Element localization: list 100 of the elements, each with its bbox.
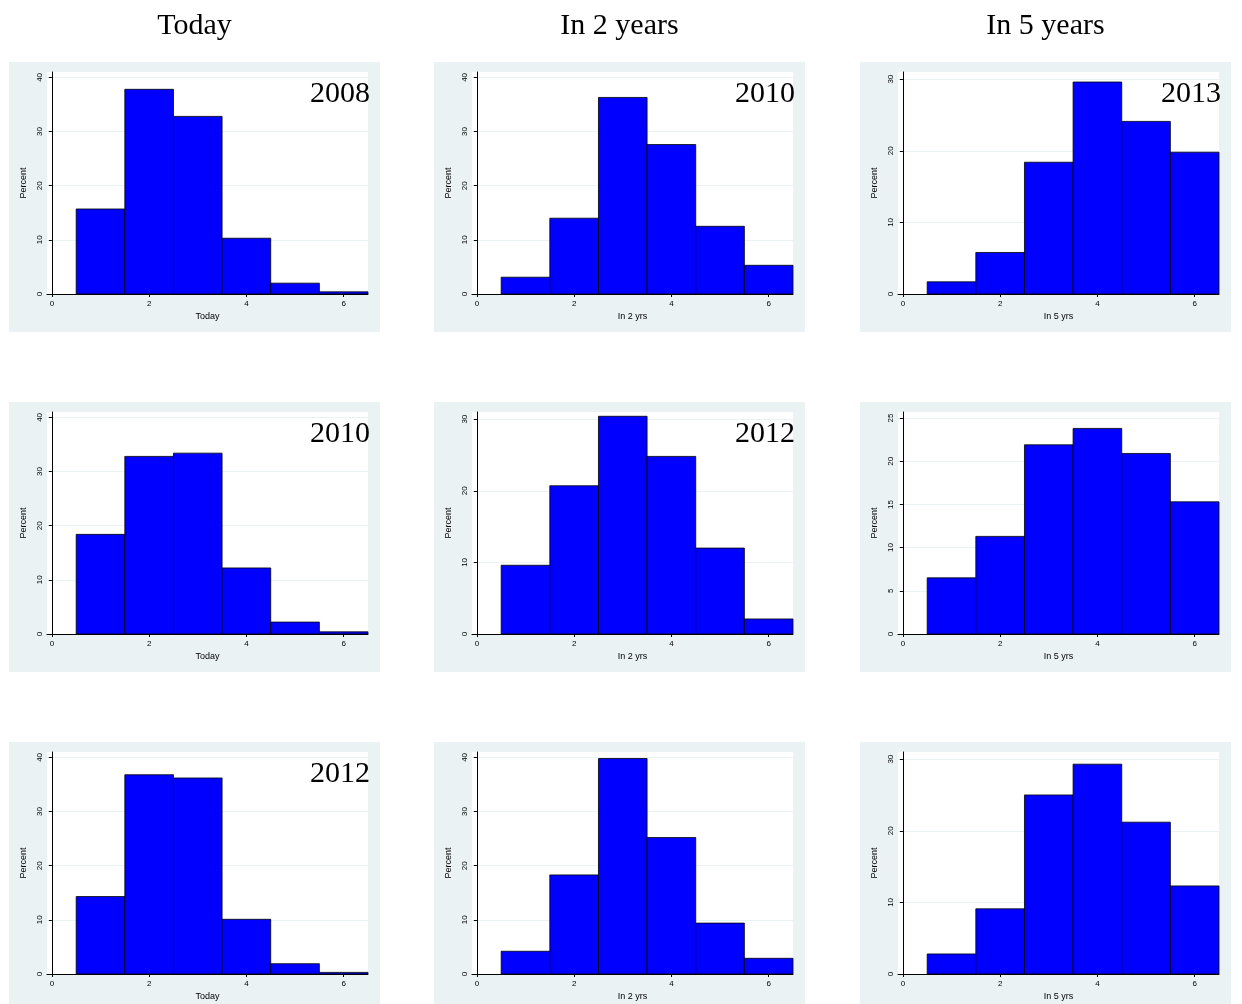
x-tick-label: 0	[49, 298, 55, 308]
x-axis-title: In 2 yrs	[617, 651, 648, 662]
annotation: 2013	[1161, 74, 1221, 108]
chart-title: In 2 years	[559, 6, 680, 42]
chart-title: In 5 years	[985, 6, 1106, 42]
x-tick-label: 0	[49, 638, 55, 648]
y-tick-label: 10	[459, 914, 469, 925]
x-tick-label: 2	[571, 978, 577, 988]
x-axis-title: In 5 yrs	[1043, 311, 1074, 322]
x-tick-label: 4	[244, 638, 250, 648]
y-tick-label: 0	[885, 971, 895, 977]
y-tick-label: 0	[459, 291, 469, 297]
y-tick-label: 20	[459, 860, 469, 871]
x-tick-label: 0	[474, 978, 480, 988]
x-tick-label: 0	[900, 298, 906, 308]
y-tick-label: 10	[34, 234, 44, 245]
annotation: 2012	[735, 414, 795, 448]
y-tick-label: 30	[885, 754, 895, 764]
x-tick-label: 2	[571, 638, 577, 648]
y-tick-label: 0	[34, 291, 44, 297]
y-tick-label: 20	[885, 145, 895, 156]
y-tick-label: 20	[459, 180, 469, 191]
x-tick-label: 6	[766, 298, 772, 308]
x-tick-label: 4	[1095, 638, 1101, 648]
y-tick-label: 25	[885, 413, 895, 423]
y-tick-label: 20	[34, 180, 44, 191]
x-tick-label: 2	[146, 978, 152, 988]
x-tick-label: 2	[146, 298, 152, 308]
y-tick-label: 40	[459, 72, 469, 82]
y-tick-label: 5	[885, 588, 895, 594]
y-tick-label: 0	[34, 631, 44, 637]
x-axis-title: Today	[195, 991, 220, 1002]
y-tick-label: 40	[34, 412, 44, 422]
x-tick-label: 4	[1095, 978, 1101, 988]
y-tick-label: 10	[459, 557, 469, 567]
x-tick-label: 6	[1192, 298, 1198, 308]
y-tick-label: 20	[459, 485, 469, 496]
x-axis-title: In 2 yrs	[617, 311, 648, 322]
x-tick-label: 6	[341, 978, 347, 988]
y-tick-label: 10	[885, 542, 895, 553]
x-axis-title: Today	[195, 651, 220, 662]
x-tick-label: 4	[244, 978, 250, 988]
annotation: 2010	[735, 74, 795, 108]
x-tick-label: 2	[571, 298, 577, 308]
x-tick-label: 0	[49, 978, 55, 988]
x-tick-label: 4	[669, 638, 675, 648]
y-axis-title: Percent	[17, 167, 28, 199]
y-tick-label: 30	[459, 806, 469, 817]
y-tick-label: 40	[34, 752, 44, 762]
y-axis-title: Percent	[868, 507, 879, 539]
x-tick-label: 6	[1192, 638, 1198, 648]
y-tick-label: 0	[34, 971, 44, 977]
y-tick-label: 10	[34, 574, 44, 585]
y-tick-label: 40	[459, 752, 469, 762]
x-tick-label: 2	[997, 638, 1003, 648]
x-axis-title: Today	[195, 311, 220, 322]
y-axis-title: Percent	[868, 167, 879, 199]
annotation: 2008	[310, 74, 370, 108]
y-tick-label: 30	[34, 806, 44, 817]
x-tick-label: 0	[474, 298, 480, 308]
x-tick-label: 0	[900, 638, 906, 648]
y-tick-label: 15	[885, 499, 895, 509]
y-tick-label: 10	[885, 217, 895, 227]
y-tick-label: 30	[459, 126, 469, 137]
y-tick-label: 10	[885, 897, 895, 907]
x-tick-label: 0	[474, 638, 480, 648]
x-tick-label: 6	[341, 298, 347, 308]
x-tick-label: 6	[1192, 978, 1198, 988]
x-tick-label: 6	[766, 638, 772, 648]
y-tick-label: 10	[34, 914, 44, 925]
y-tick-label: 20	[885, 456, 895, 466]
y-tick-label: 20	[34, 860, 44, 871]
x-tick-label: 6	[341, 638, 347, 648]
y-tick-label: 20	[885, 825, 895, 836]
y-tick-label: 30	[34, 126, 44, 137]
x-tick-label: 4	[669, 978, 675, 988]
annotation: 2012	[310, 754, 370, 788]
x-tick-label: 2	[997, 978, 1003, 988]
x-axis-title: In 5 yrs	[1043, 991, 1074, 1002]
y-tick-label: 0	[885, 291, 895, 297]
x-tick-label: 4	[1095, 298, 1101, 308]
y-tick-label: 40	[34, 72, 44, 82]
chart-title: Today	[156, 6, 233, 42]
y-tick-label: 30	[34, 466, 44, 477]
y-axis-title: Percent	[868, 847, 879, 879]
x-tick-label: 4	[669, 298, 675, 308]
x-axis-title: In 2 yrs	[617, 991, 648, 1002]
y-axis-title: Percent	[442, 167, 453, 199]
y-tick-label: 30	[459, 414, 469, 424]
x-tick-label: 2	[997, 298, 1003, 308]
y-axis-title: Percent	[442, 507, 453, 539]
x-tick-label: 4	[244, 298, 250, 308]
y-axis-title: Percent	[17, 507, 28, 539]
y-axis-title: Percent	[17, 847, 28, 879]
y-axis-title: Percent	[442, 847, 453, 879]
y-tick-label: 0	[459, 631, 469, 637]
y-tick-label: 20	[34, 520, 44, 531]
x-tick-label: 6	[766, 978, 772, 988]
x-tick-label: 0	[900, 978, 906, 988]
y-tick-label: 0	[885, 631, 895, 637]
